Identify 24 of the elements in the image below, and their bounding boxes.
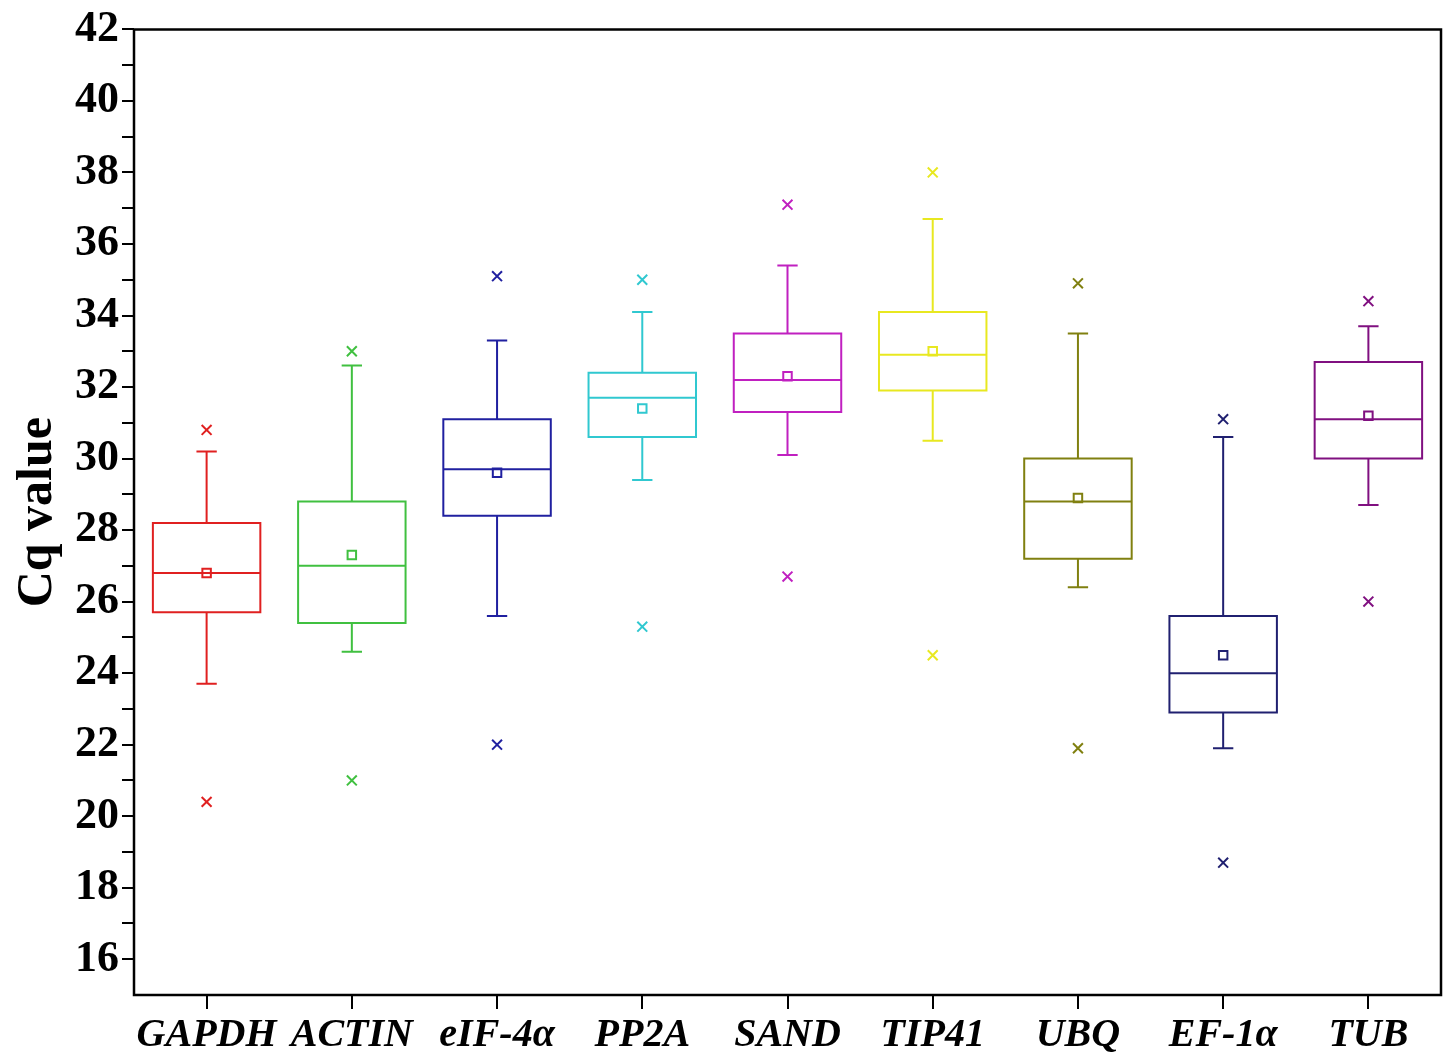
y-tick-label: 16 (75, 931, 119, 981)
x-tick-label: ACTIN (287, 1010, 416, 1056)
y-tick-label: 32 (75, 359, 119, 409)
x-tick-label: eIF-4α (439, 1010, 556, 1056)
y-tick-label: 34 (75, 287, 119, 337)
y-tick-label: 30 (75, 430, 119, 480)
x-tick-label: GAPDH (136, 1010, 279, 1056)
x-tick-label: PP2A (593, 1010, 691, 1056)
y-tick-label: 20 (75, 788, 119, 838)
y-tick-label: 28 (75, 502, 119, 552)
x-tick-label: EF-1α (1167, 1010, 1279, 1056)
y-tick-label: 22 (75, 717, 119, 767)
y-tick-label: 40 (75, 73, 119, 123)
y-axis-title: Cq value (5, 417, 62, 608)
y-tick-label: 38 (75, 144, 119, 194)
x-tick-label: TIP41 (880, 1010, 985, 1056)
x-tick-label: UBQ (1035, 1010, 1121, 1056)
y-tick-label: 18 (75, 860, 119, 910)
x-tick-label: TUB (1328, 1010, 1409, 1056)
y-tick-label: 42 (75, 1, 119, 51)
y-tick-label: 36 (75, 216, 119, 266)
y-tick-label: 26 (75, 573, 119, 623)
y-tick-label: 24 (75, 645, 119, 695)
x-tick-label: SAND (734, 1010, 841, 1056)
